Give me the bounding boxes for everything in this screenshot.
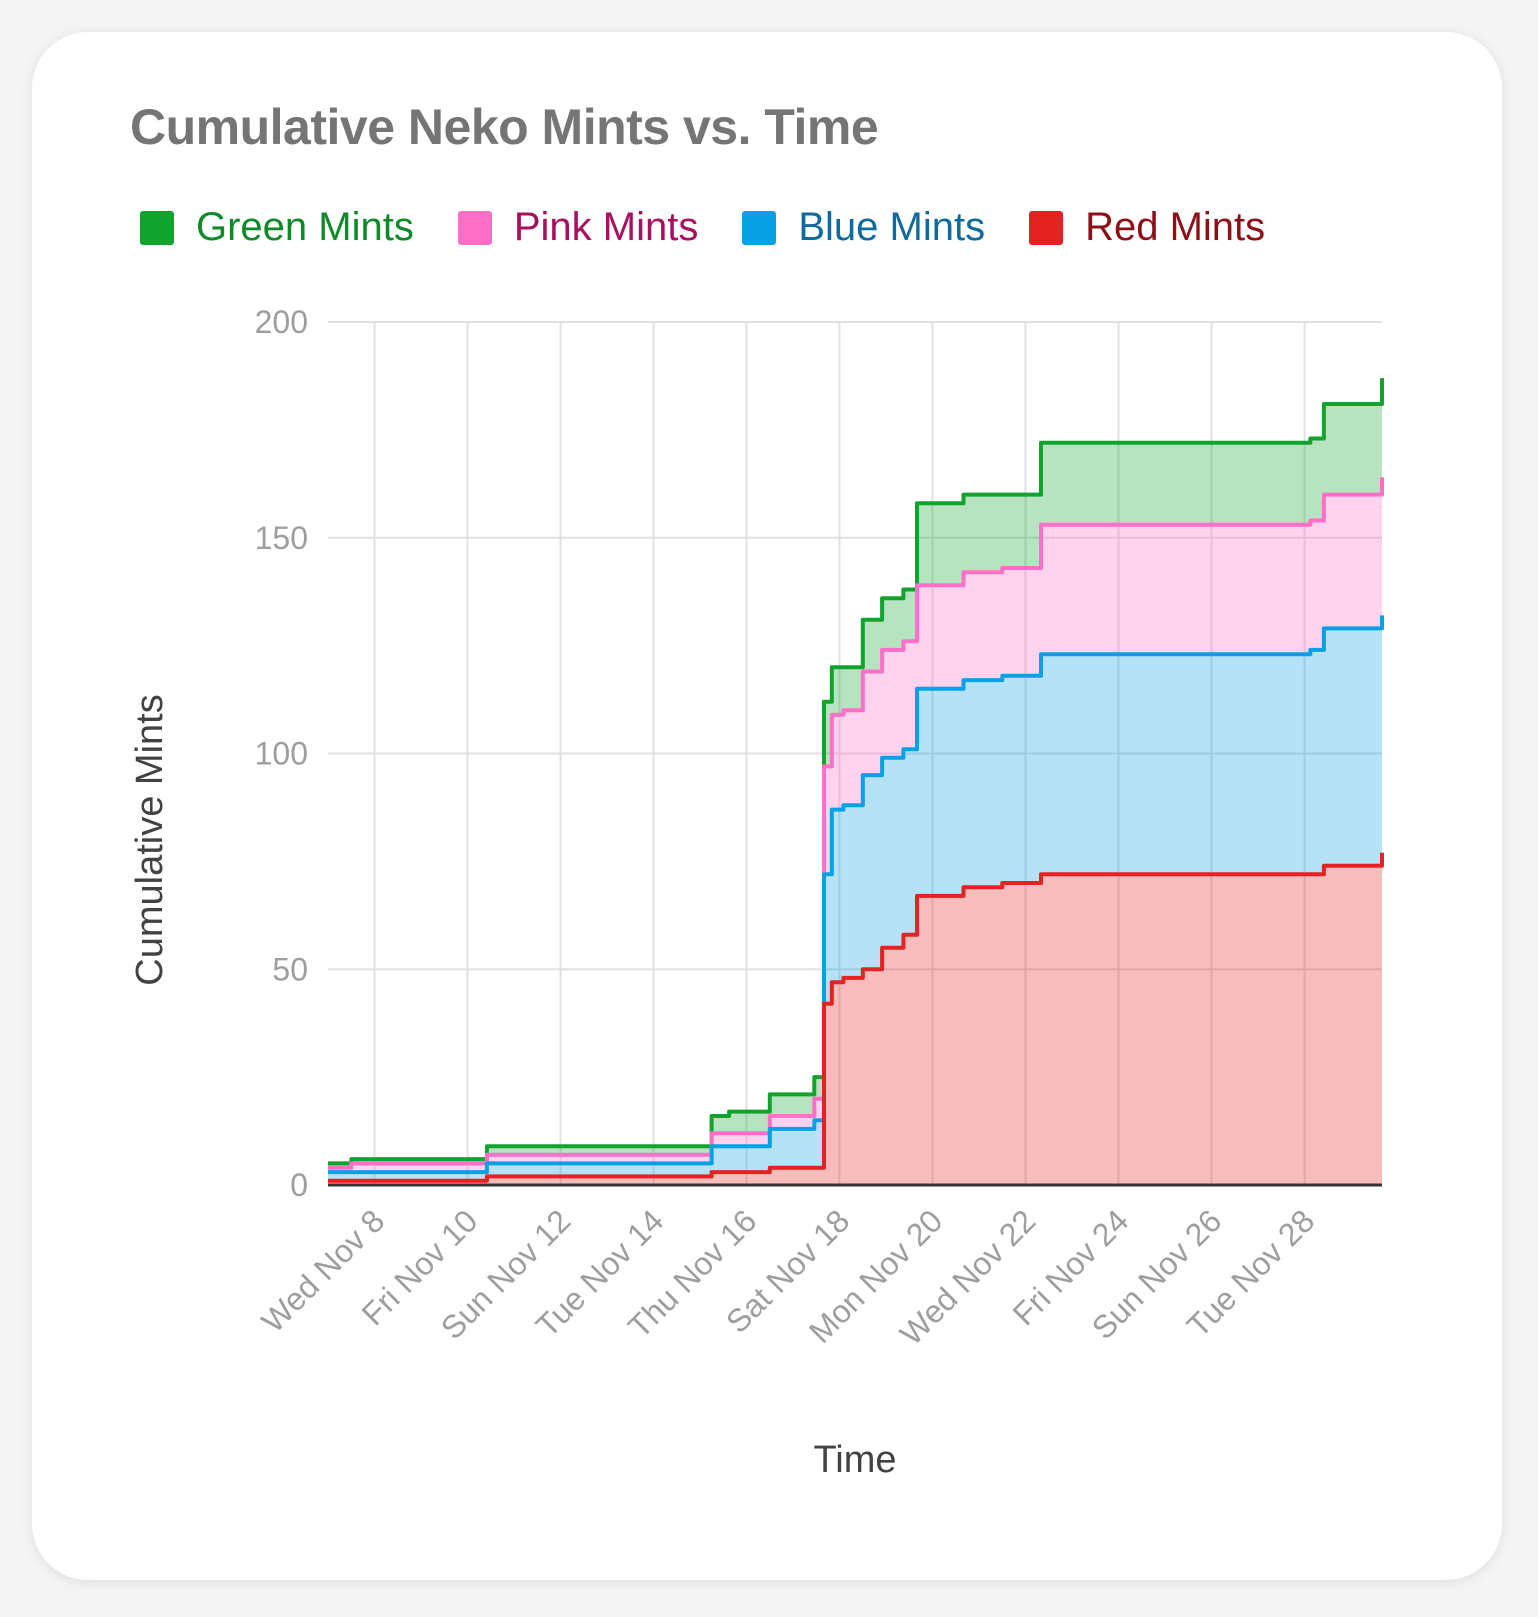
legend-item-green-mints: Green Mints <box>140 205 414 250</box>
legend-label: Green Mints <box>196 205 414 249</box>
y-tick-label: 50 <box>272 951 308 987</box>
legend-swatch <box>140 210 174 245</box>
legend-item-blue-mints: Blue Mints <box>742 205 985 250</box>
line-blue-mints <box>328 615 1384 1175</box>
area-blue-mints <box>328 615 1382 1181</box>
legend-item-pink-mints: Pink Mints <box>457 205 699 250</box>
y-tick-label: 150 <box>255 520 308 556</box>
series-lines <box>328 378 1384 1183</box>
y-axis-title: Cumulative Mints <box>129 694 171 985</box>
y-tick-label: 100 <box>255 736 308 772</box>
area-red-mints <box>328 852 1382 1185</box>
legend-label: Red Mints <box>1085 205 1266 249</box>
line-red-mints <box>328 852 1384 1183</box>
y-tick-label: 200 <box>255 304 308 340</box>
legend-item-red-mints: Red Mints <box>1029 205 1265 250</box>
chart-legend: Green Mints Pink Mints Blue Mints Red Mints <box>140 205 1309 250</box>
x-axis-title: Time <box>813 1439 896 1481</box>
area-green-mints <box>328 378 1382 1168</box>
grid-lines <box>328 321 1382 1185</box>
legend-swatch <box>742 210 777 245</box>
legend-swatch <box>1029 210 1064 245</box>
chart-title: Cumulative Neko Mints vs. Time <box>130 99 879 155</box>
chart-card <box>32 32 1502 1580</box>
y-tick-label: 0 <box>290 1167 308 1203</box>
area-pink-mints <box>328 477 1382 1173</box>
legend-label: Pink Mints <box>513 205 699 249</box>
legend-swatch <box>457 210 492 245</box>
legend-label: Blue Mints <box>798 205 986 249</box>
stacked-areas <box>328 378 1382 1185</box>
